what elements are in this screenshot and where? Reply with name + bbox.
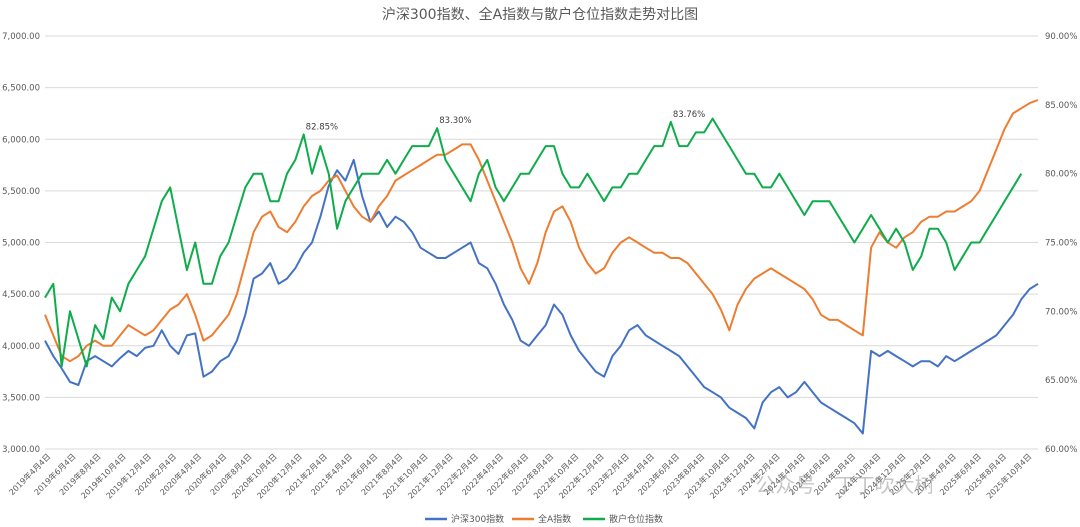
y-left-tick-label: 5,500.00 [2,187,40,197]
gridlines [45,35,1038,450]
legend-item[interactable]: 散户仓位指数 [583,513,663,525]
y-right-tick-label: 60.00% [1045,445,1077,455]
y-left-tick-label: 3,500.00 [2,393,40,403]
x-tick-label: 2025年10月4日 [984,451,1033,500]
series-line-沪深300指数 [44,158,1039,435]
legend-item[interactable]: 全A指数 [512,513,571,525]
x-tick-label: 2022年12月4日 [557,451,606,500]
legend-label: 散户仓位指数 [609,513,663,525]
y-right-tick-label: 70.00% [1045,307,1077,317]
y-left-tick-label: 7,000.00 [2,32,40,42]
series-lines [44,99,1039,435]
annotation-label: 82.85% [306,122,338,132]
y-right-tick-label: 85.00% [1045,101,1077,111]
y-left-tick-label: 6,000.00 [2,135,40,145]
legend-label: 沪深300指数 [451,513,504,525]
x-tick-label: 2021年10月4日 [380,451,429,500]
y-right-tick-label: 80.00% [1045,170,1077,180]
y-left-tick-label: 4,500.00 [2,290,40,300]
y-left-tick-label: 4,000.00 [2,342,40,352]
y-axis-left: 3,000.00 3,500.00 4,000.00 4,500.00 5,000.00… [2,32,40,455]
legend-label: 全A指数 [538,513,571,525]
watermark: 公众号 · 丁丁吹大树 [755,473,934,497]
y-right-tick-label: 65.00% [1045,376,1077,386]
x-tick-label: 2020年10月4日 [230,451,279,500]
y-left-tick-label: 5,000.00 [2,239,40,249]
series-line-全A指数 [44,99,1039,363]
annotation-label: 83.30% [439,116,471,126]
legend-item[interactable]: 沪深300指数 [425,513,504,525]
annotations: 82.85% 83.30% 83.76% [306,110,706,133]
x-tick-label: 2020年12月4日 [255,451,304,500]
legend[interactable]: 沪深300指数 全A指数 散户仓位指数 [425,513,663,525]
y-left-tick-label: 6,500.00 [2,84,40,94]
y-left-tick-label: 3,000.00 [2,445,40,455]
x-tick-label: 2023年12月4日 [707,451,756,500]
x-tick-label: 2019年12月4日 [104,451,153,500]
chart-title: 沪深300指数、全A指数与散户仓位指数走势对比图 [382,6,698,23]
x-tick-label: 2021年12月4日 [406,451,455,500]
y-right-tick-label: 75.00% [1045,239,1077,249]
series-line-散户仓位指数 [44,117,1023,368]
x-tick-label: 2023年10月4日 [682,451,731,500]
y-axis-right: 60.00% 65.00% 70.00% 75.00% 80.00% 85.00% 90.0… [1045,32,1077,455]
annotation-label: 83.76% [673,110,705,120]
x-tick-label: 2022年10月4日 [531,451,580,500]
y-right-tick-label: 90.00% [1045,32,1077,42]
x-tick-label: 2019年10月4日 [79,451,128,500]
